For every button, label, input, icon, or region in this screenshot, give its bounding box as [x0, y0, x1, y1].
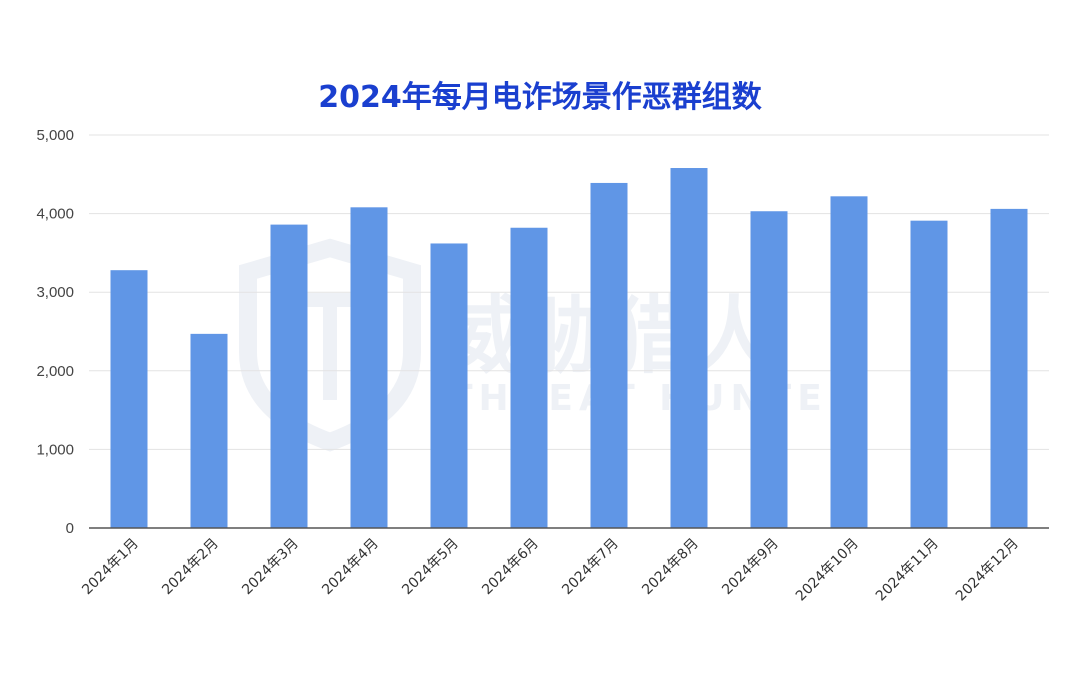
watermark-shield-icon: [239, 238, 421, 452]
x-category-label: 2024年10月: [793, 536, 862, 605]
bar: [830, 196, 868, 529]
x-category-label: 2024年4月: [319, 536, 382, 599]
x-axis-category-labels: 2024年1月 2024年2月 2024年3月 2024年4月 2024年5月 2024年…: [79, 536, 1022, 605]
bar: [910, 220, 948, 528]
y-tick-label: 1,000: [36, 441, 74, 458]
y-tick-label: 5,000: [36, 127, 74, 144]
x-category-label: 2024年11月: [873, 536, 942, 605]
bar: [190, 333, 228, 528]
y-tick-label: 4,000: [36, 206, 74, 223]
y-tick-label: 2,000: [36, 363, 74, 380]
y-tick-label: 3,000: [36, 284, 74, 301]
bar: [430, 243, 468, 528]
x-category-label: 2024年9月: [719, 536, 782, 599]
bar: [670, 168, 708, 528]
bar: [750, 211, 788, 528]
y-axis-tick-labels: 0 1,000 2,000 3,000 4,000 5,000: [36, 127, 74, 537]
bar: [350, 207, 388, 528]
x-category-label: 2024年8月: [639, 536, 702, 599]
bar: [990, 208, 1028, 528]
x-category-label: 2024年5月: [399, 536, 462, 599]
bar: [270, 224, 308, 528]
bar: [110, 270, 148, 528]
bar: [590, 182, 628, 529]
grid-lines: [89, 134, 1049, 450]
bars: [110, 168, 1028, 529]
y-tick-label: 0: [66, 520, 74, 537]
x-category-label: 2024年7月: [559, 536, 622, 599]
x-category-label: 2024年2月: [159, 536, 222, 599]
x-category-label: 2024年3月: [239, 536, 302, 599]
x-category-label: 2024年6月: [479, 536, 542, 599]
x-category-label: 2024年1月: [79, 536, 142, 599]
watermark-en-text: THREAT HUNTER: [448, 378, 862, 419]
bar: [510, 227, 548, 529]
chart-title: 2024年每月电诈场景作恶群组数: [318, 80, 762, 115]
x-category-label: 2024年12月: [953, 536, 1022, 605]
